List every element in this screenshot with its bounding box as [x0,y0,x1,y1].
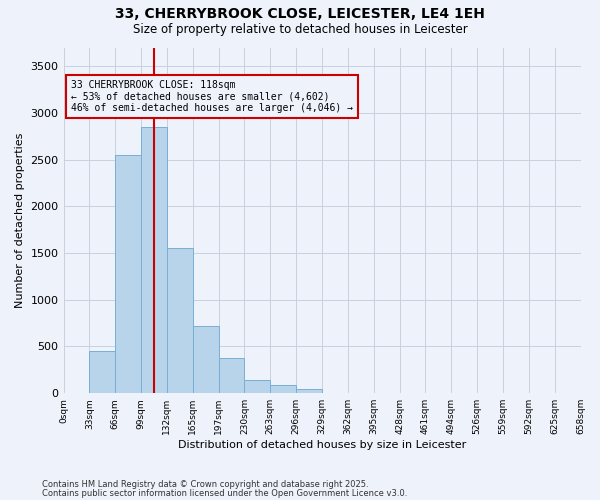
Bar [193,326,218,393]
Text: Contains public sector information licensed under the Open Government Licence v3: Contains public sector information licen… [42,489,407,498]
Bar [141,127,167,393]
Bar [115,155,141,393]
Text: Contains HM Land Registry data © Crown copyright and database right 2025.: Contains HM Land Registry data © Crown c… [42,480,368,489]
Bar [271,385,296,393]
X-axis label: Distribution of detached houses by size in Leicester: Distribution of detached houses by size … [178,440,466,450]
Bar [89,351,115,393]
Bar [218,358,244,393]
Y-axis label: Number of detached properties: Number of detached properties [15,132,25,308]
Text: 33 CHERRYBROOK CLOSE: 118sqm
← 53% of detached houses are smaller (4,602)
46% of: 33 CHERRYBROOK CLOSE: 118sqm ← 53% of de… [71,80,353,114]
Bar [244,380,271,393]
Bar [296,388,322,393]
Bar [167,248,193,393]
Text: 33, CHERRYBROOK CLOSE, LEICESTER, LE4 1EH: 33, CHERRYBROOK CLOSE, LEICESTER, LE4 1E… [115,8,485,22]
Text: Size of property relative to detached houses in Leicester: Size of property relative to detached ho… [133,22,467,36]
